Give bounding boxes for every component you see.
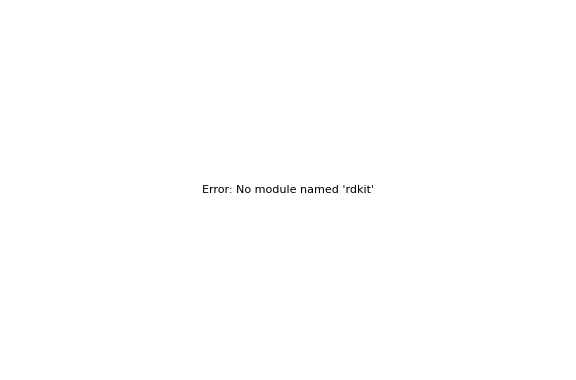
Text: Error: No module named 'rdkit': Error: No module named 'rdkit' <box>202 185 374 195</box>
